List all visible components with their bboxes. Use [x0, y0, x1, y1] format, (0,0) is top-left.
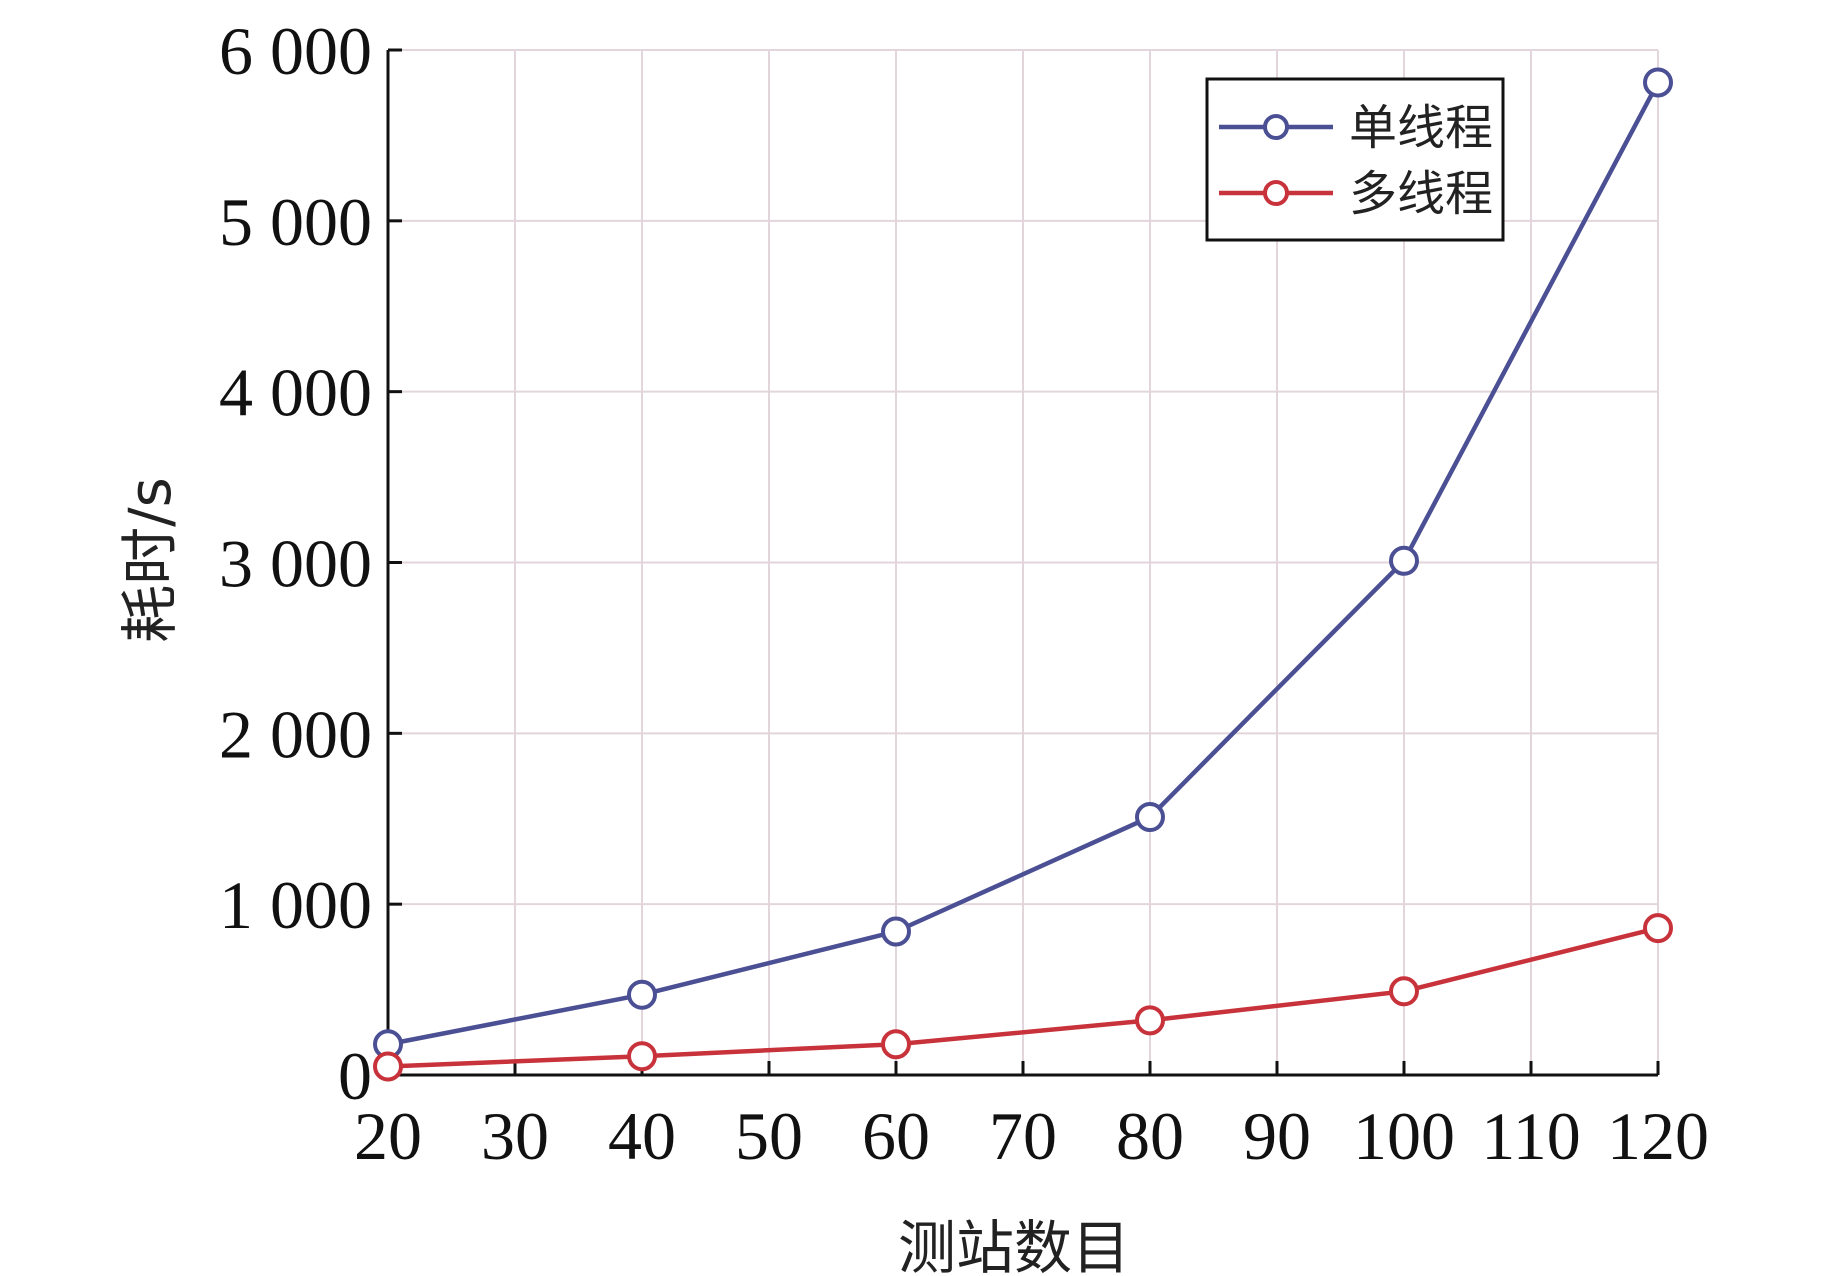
x-tick-label: 30 — [481, 1098, 549, 1174]
x-tick-label: 120 — [1607, 1098, 1709, 1174]
x-tick-label: 60 — [862, 1098, 930, 1174]
series-layer — [373, 67, 1673, 1082]
x-tick-label: 20 — [354, 1098, 422, 1174]
legend-swatch-marker — [1263, 180, 1289, 206]
grid — [388, 49, 1659, 1075]
data-point — [1135, 1005, 1165, 1036]
legend-swatch-marker — [1263, 114, 1289, 140]
y-tick-label: 4 000 — [219, 355, 372, 431]
y-tick-label: 6 000 — [219, 13, 372, 89]
data-point — [1389, 976, 1419, 1007]
x-tick-label: 70 — [989, 1098, 1057, 1174]
data-point — [881, 916, 911, 947]
data-point — [627, 979, 657, 1010]
data-point — [1643, 67, 1673, 98]
x-tick-label: 80 — [1116, 1098, 1184, 1174]
series-2 — [373, 913, 1673, 1082]
legend-box — [1205, 77, 1505, 242]
y-axis-title: 耗时/s — [116, 477, 184, 643]
x-axis-title: 测站数目 — [898, 1214, 1130, 1276]
y-tick-label: 5 000 — [219, 184, 372, 260]
legend-label: 单线程 — [1349, 100, 1493, 156]
x-tick-label: 110 — [1481, 1098, 1580, 1174]
data-point — [1135, 802, 1165, 833]
legend-label: 多线程 — [1349, 166, 1493, 222]
series-1 — [373, 67, 1673, 1060]
data-point — [627, 1041, 657, 1072]
series-line — [387, 81, 1660, 1047]
x-tick-label: 100 — [1353, 1098, 1455, 1174]
y-tick-label: 0 — [338, 1038, 372, 1114]
data-point — [1389, 545, 1419, 576]
x-tick-label: 50 — [735, 1098, 803, 1174]
series-line — [387, 925, 1659, 1069]
x-tick-label: 90 — [1243, 1098, 1311, 1174]
y-tick-label: 1 000 — [219, 867, 372, 943]
y-tick-label: 2 000 — [219, 696, 372, 772]
data-point — [881, 1029, 911, 1060]
x-tick-label: 40 — [608, 1098, 676, 1174]
axes: 20 30 40 50 60 70 80 90 100 110 120 0 1 000 2 000 3 00… — [219, 13, 1709, 1174]
data-point — [373, 1051, 403, 1082]
y-tick-label: 3 000 — [219, 526, 372, 602]
data-point — [1643, 913, 1673, 944]
